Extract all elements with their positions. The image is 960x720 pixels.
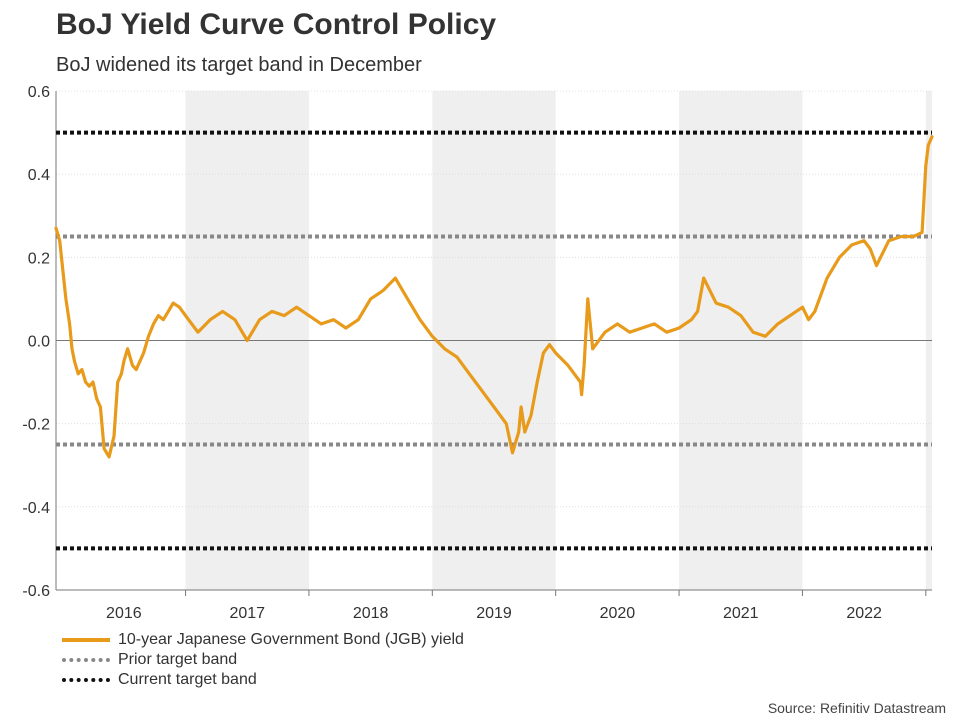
source-note: Source: Refinitiv Datastream [767,700,946,716]
x-tick-label-0: 2016 [106,605,142,622]
reference-lines [56,130,932,551]
legend-item-jgb: 10-year Japanese Government Bond (JGB) y… [62,630,464,650]
chart-legend: 10-year Japanese Government Bond (JGB) y… [62,630,464,690]
legend-swatch-prior [62,658,110,662]
y-tick-label-2: 0.2 [28,250,50,267]
series-group [54,135,934,459]
series-line-0 [54,135,934,459]
y-tick-label-5: -0.4 [22,500,50,517]
legend-swatch-current [62,678,110,682]
x-tick-label-5: 2021 [723,605,759,622]
grid-lines [55,90,932,591]
y-tick-label-4: -0.2 [22,417,50,434]
x-tick-label-4: 2020 [600,605,636,622]
x-tick-label-3: 2019 [476,605,512,622]
legend-item-current: Current target band [62,670,464,690]
legend-item-prior: Prior target band [62,650,464,670]
x-tick-label-2: 2018 [353,605,389,622]
x-tick-label-6: 2022 [846,605,882,622]
legend-label-jgb: 10-year Japanese Government Bond (JGB) y… [118,631,464,648]
legend-swatch-jgb [62,638,110,642]
y-tick-label-0: 0.6 [28,84,50,101]
legend-label-current: Current target band [118,671,257,688]
y-axis-ticks: 0.6 0.4 0.2 0.0 -0.2 -0.4 -0.6 [22,84,50,600]
x-axis-ticks: 2016 2017 2018 2019 2020 2021 2022 [106,590,927,622]
y-tick-label-1: 0.4 [28,167,50,184]
y-tick-label-3: 0.0 [28,334,50,351]
y-tick-label-6: -0.6 [22,583,50,600]
chart-subtitle: BoJ widened its target band in December [56,54,422,76]
legend-label-prior: Prior target band [118,651,238,668]
chart-title: BoJ Yield Curve Control Policy [56,8,497,41]
x-tick-label-1: 2017 [229,605,265,622]
